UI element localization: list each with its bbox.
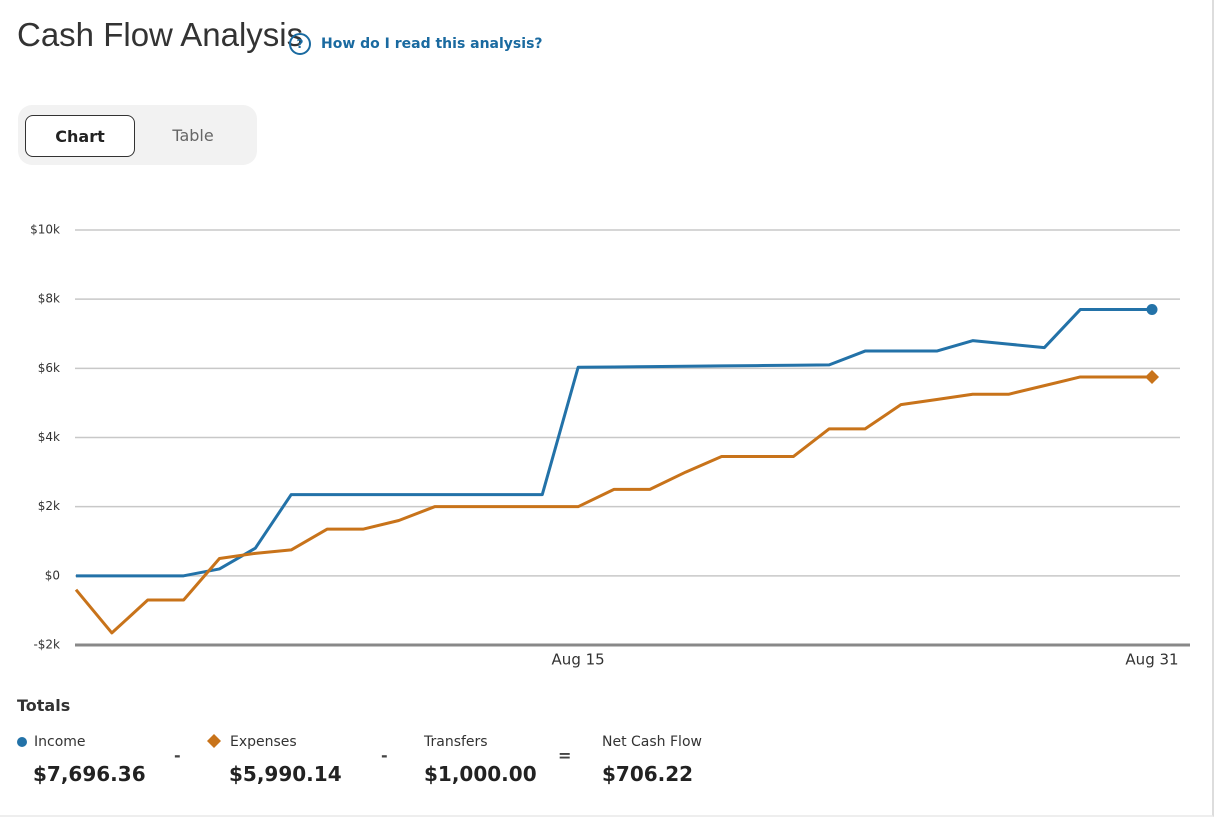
legend-marker: [17, 737, 27, 747]
operator: -: [381, 746, 388, 765]
total-value: $5,990.14: [229, 762, 342, 786]
legend-label: Income: [34, 734, 86, 750]
total-value: $1,000.00: [424, 762, 537, 786]
end-marker: [1146, 304, 1158, 316]
series-line: [76, 308, 1152, 578]
operator: =: [558, 746, 572, 765]
y-tick-label: $8k: [38, 292, 60, 306]
chart-tab[interactable]: Chart: [25, 115, 135, 157]
total-label: Net Cash Flow: [602, 734, 702, 750]
series-line: [74, 375, 1152, 635]
operator: -: [174, 746, 181, 765]
page-title: Cash Flow Analysis: [17, 16, 304, 53]
y-tick-label: $10k: [30, 223, 60, 237]
legend-label: Expenses: [230, 734, 297, 750]
total-label: Transfers: [424, 734, 488, 750]
x-tick-label: Aug 31: [1125, 651, 1178, 669]
end-marker: [1145, 369, 1159, 384]
total-value: $706.22: [602, 762, 694, 786]
y-tick-label: $2k: [38, 499, 60, 513]
view-toggle: Chart Table: [18, 105, 257, 165]
legend-marker: [207, 734, 221, 748]
total-value: $7,696.36: [33, 762, 146, 786]
help-link[interactable]: How do I read this analysis?: [321, 36, 543, 52]
table-tab[interactable]: Table: [172, 126, 214, 145]
y-tick-label: $0: [45, 568, 60, 582]
y-tick-label: $4k: [38, 430, 60, 444]
y-tick-label: -$2k: [33, 638, 60, 652]
totals-title: Totals: [17, 696, 71, 715]
help-icon[interactable]: ?: [289, 33, 311, 55]
y-tick-label: $6k: [38, 361, 60, 375]
x-tick-label: Aug 15: [552, 651, 605, 669]
